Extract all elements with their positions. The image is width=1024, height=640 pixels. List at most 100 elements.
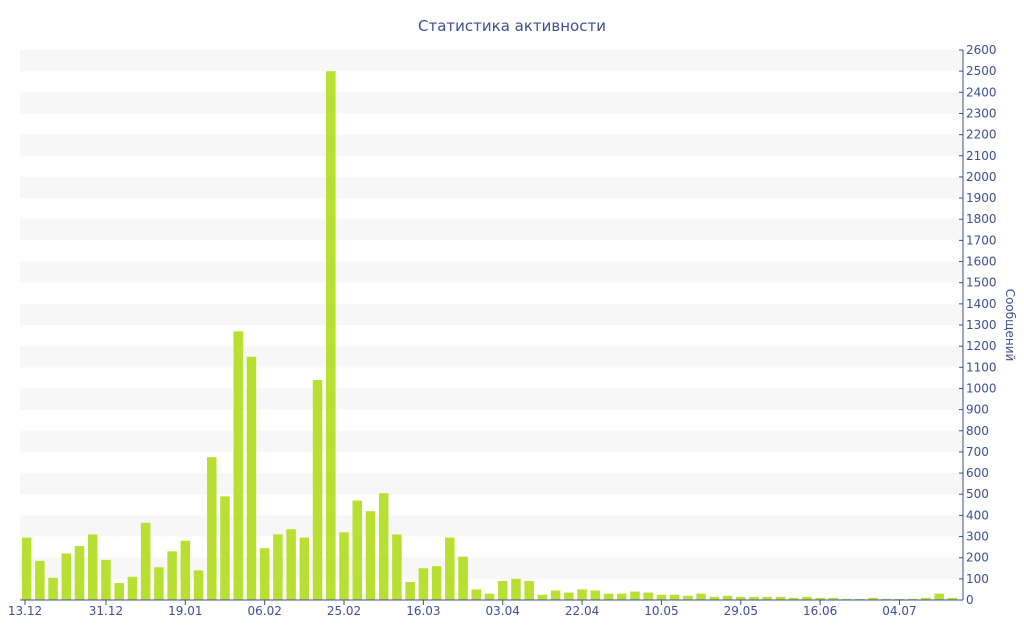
bar [841, 598, 852, 600]
y-axis: 0 100 200 300 400 500 600 700 800 900 1000 1100 1200… [959, 43, 997, 607]
y-tick-label: 600 [966, 466, 989, 480]
bar [656, 594, 667, 600]
y-tick-label: 1800 [966, 212, 997, 226]
y-tick-label: 300 [966, 530, 989, 544]
bar [511, 578, 521, 600]
y-tick-label: 700 [966, 445, 989, 459]
bar [233, 331, 243, 600]
bar [114, 583, 124, 600]
grid-band [20, 473, 963, 495]
bar [590, 590, 601, 600]
y-tick-label: 900 [966, 403, 989, 417]
x-tick-label: 16.06 [803, 604, 837, 618]
bar [405, 582, 415, 600]
bar [537, 594, 548, 600]
y-tick-label: 1700 [966, 233, 997, 247]
x-tick-label: 25.02 [327, 604, 361, 618]
x-tick-label: 13.12 [8, 604, 42, 618]
bar [616, 593, 627, 600]
grid-band [20, 515, 963, 537]
bar [894, 598, 905, 600]
bar [749, 596, 759, 600]
bar [246, 356, 257, 600]
x-tick-label: 19.01 [168, 604, 202, 618]
bar [352, 500, 363, 600]
bar [273, 534, 283, 600]
y-tick-label: 1600 [966, 255, 997, 269]
bar [193, 570, 204, 600]
x-tick-label: 06.02 [247, 604, 281, 618]
x-tick-label: 16.03 [406, 604, 440, 618]
bar [418, 568, 429, 600]
bar [471, 589, 482, 600]
x-tick-label: 03.04 [486, 604, 520, 618]
bar [21, 537, 32, 600]
chart-title: Статистика активности [418, 17, 606, 35]
bar [458, 556, 468, 600]
grid-band [20, 388, 963, 410]
bar [550, 590, 561, 600]
bar [431, 566, 442, 600]
bar [921, 597, 931, 600]
y-tick-label: 1400 [966, 297, 997, 311]
bar [87, 534, 98, 600]
bar [127, 576, 138, 600]
bar [497, 580, 508, 600]
bar [74, 546, 85, 600]
y-tick-label: 1000 [966, 381, 997, 395]
bar [815, 597, 825, 600]
bar [484, 593, 495, 600]
bar [378, 493, 389, 600]
y-tick-label: 1500 [966, 276, 997, 290]
x-tick-label: 22.04 [565, 604, 599, 618]
bar [167, 551, 177, 600]
grid-band [20, 176, 963, 199]
grid-band [20, 134, 963, 156]
bar [683, 595, 693, 600]
y-tick-label: 2600 [966, 43, 997, 57]
bar [259, 548, 270, 600]
y-axis-title: Сообщений [1003, 289, 1017, 362]
y-tick-label: 500 [966, 487, 989, 501]
bar [868, 597, 878, 600]
y-tick-label: 400 [966, 508, 989, 522]
bar [709, 596, 720, 600]
y-tick-label: 1200 [966, 339, 997, 353]
y-tick-label: 100 [966, 572, 989, 586]
grid-band [20, 50, 963, 72]
bar [762, 596, 772, 600]
bar [154, 567, 164, 600]
bar [828, 597, 839, 600]
bar [577, 589, 587, 600]
bar [286, 529, 296, 600]
bar [788, 597, 799, 600]
grid-band [20, 219, 963, 241]
y-tick-label: 2500 [966, 64, 997, 78]
bar [48, 577, 58, 600]
y-tick-label: 2100 [966, 149, 997, 163]
bar [696, 593, 706, 600]
y-tick-label: 800 [966, 424, 989, 438]
bar [445, 537, 455, 600]
bar [934, 593, 944, 600]
bar [669, 594, 680, 600]
x-tick-label: 04.07 [882, 604, 916, 618]
bar [881, 598, 892, 600]
bar [392, 534, 402, 600]
bar [643, 592, 653, 600]
x-tick-label: 31.12 [89, 604, 123, 618]
x-axis: 13.12 31.12 19.01 06.02 25.02 16.03 03.04 22.04… [8, 599, 963, 618]
bar [61, 553, 72, 600]
grid-band [20, 303, 963, 325]
bar [775, 596, 786, 600]
bar [339, 532, 349, 600]
bar [907, 598, 918, 600]
bar [180, 540, 191, 600]
grid-bands [20, 50, 963, 579]
y-tick-label: 2000 [966, 170, 997, 184]
bar [524, 580, 534, 600]
grid-band [20, 346, 963, 368]
bar [326, 71, 336, 600]
x-tick-label: 29.05 [724, 604, 758, 618]
